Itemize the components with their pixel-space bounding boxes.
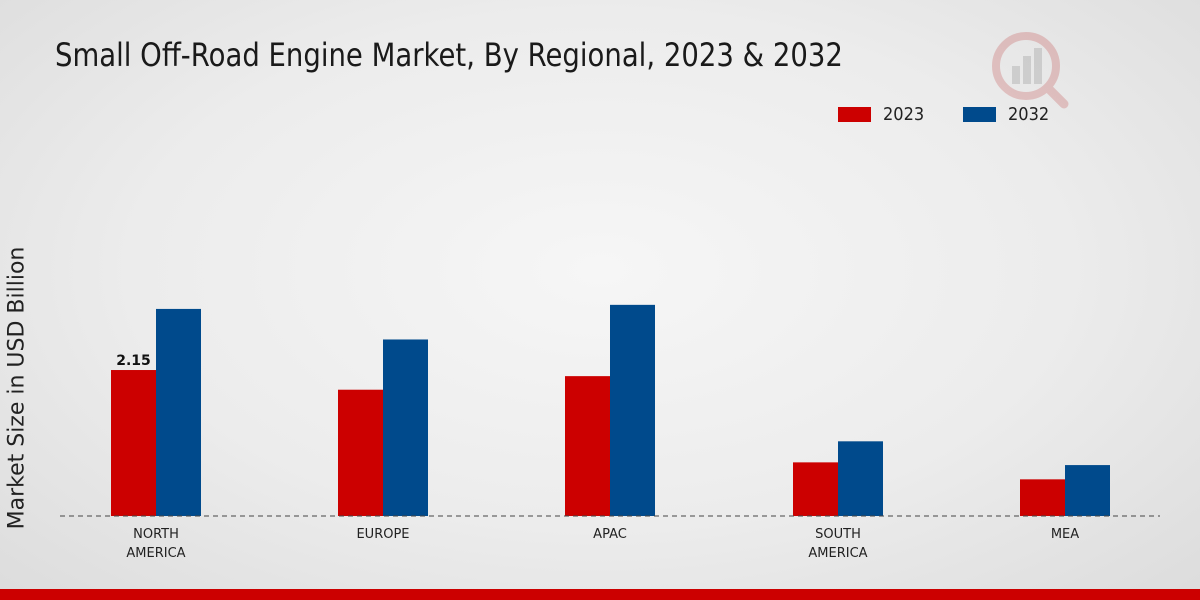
- x-tick-label: MEA: [1051, 527, 1079, 542]
- x-tick-label: NORTH AMERICA: [126, 527, 185, 561]
- bar-2032-north-america: [156, 308, 201, 516]
- x-tick-label: SOUTH AMERICA: [808, 527, 867, 561]
- bar-2032-mea: [1065, 465, 1110, 516]
- legend-swatch-2032: [962, 107, 996, 122]
- legend-label-2032: 2032: [1007, 104, 1050, 125]
- x-tick-label: APAC: [593, 527, 627, 542]
- bar-2032-europe: [383, 339, 428, 516]
- bar-2032-south-america: [838, 441, 883, 516]
- data-label: 2.15: [116, 353, 151, 369]
- bar-2023-mea: [1020, 479, 1065, 516]
- brand-watermark-icon: [992, 32, 1069, 109]
- legend-swatch-2023: [838, 107, 871, 122]
- bar-2032-apac: [610, 304, 655, 516]
- legend-label-2023: 2023: [883, 104, 925, 125]
- x-tick-label: EUROPE: [356, 527, 409, 542]
- bar-2023-south-america: [793, 462, 838, 516]
- legend-item-2023: 2023: [838, 104, 929, 125]
- bar-2023-apac: [565, 376, 610, 516]
- legend-item-2032: 2032: [962, 104, 1054, 125]
- legend: 2023 2032: [838, 104, 1054, 125]
- bar-2023-north-america: [111, 370, 156, 516]
- bottom-accent-bar: [0, 589, 1200, 600]
- bar-2023-europe: [338, 389, 383, 516]
- chart-title: Small Off-Road Engine Market, By Regiona…: [55, 36, 843, 74]
